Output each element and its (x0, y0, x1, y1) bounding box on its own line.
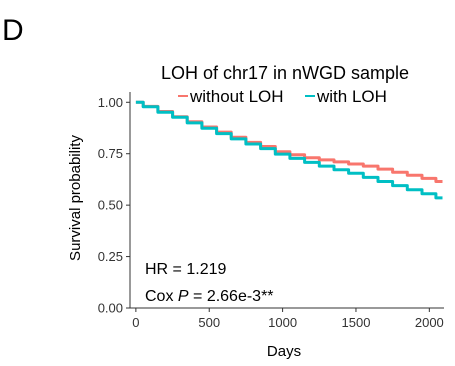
y-axis-label: Survival probability (67, 135, 84, 261)
cox-p-symbol: P (178, 288, 189, 305)
series-line-with-loh (135, 100, 443, 200)
x-tick-label: 1500 (342, 315, 371, 330)
x-tick-label: 2000 (415, 315, 444, 330)
legend-item-with-loh: with LOH (305, 87, 387, 106)
x-ticks: 0 500 1000 1500 2000 (132, 308, 444, 330)
legend-item-without-loh: without LOH (178, 87, 284, 106)
panel-label: D (2, 14, 24, 47)
legend: without LOH with LOH (178, 87, 387, 106)
y-tick-label: 1.00 (98, 95, 123, 110)
cox-p-value: = 2.66e-3** (189, 288, 274, 305)
y-tick-label: 0.75 (98, 146, 123, 161)
legend-label-without-loh: without LOH (189, 87, 284, 106)
x-axis-label: Days (267, 343, 301, 360)
x-tick-label: 0 (132, 315, 139, 330)
y-tick-label: 0.50 (98, 198, 123, 213)
y-tick-label: 0.00 (98, 301, 123, 316)
cox-annotation: Cox P = 2.66e-3** (145, 288, 274, 305)
x-tick-label: 500 (198, 315, 220, 330)
y-ticks: 0.00 0.25 0.50 0.75 1.00 (98, 95, 130, 316)
y-tick-label: 0.25 (98, 249, 123, 264)
cox-prefix: Cox (145, 288, 178, 305)
chart-title: LOH of chr17 in nWGD sample (161, 63, 409, 83)
legend-label-with-loh: with LOH (316, 87, 387, 106)
plot-area: 0.00 0.25 0.50 0.75 1.00 0 500 1000 1500 2000 (98, 92, 444, 330)
x-tick-label: 1000 (268, 315, 297, 330)
series-line-without-loh (135, 100, 443, 183)
series-lines (135, 100, 443, 200)
hr-annotation: HR = 1.219 (145, 261, 226, 278)
